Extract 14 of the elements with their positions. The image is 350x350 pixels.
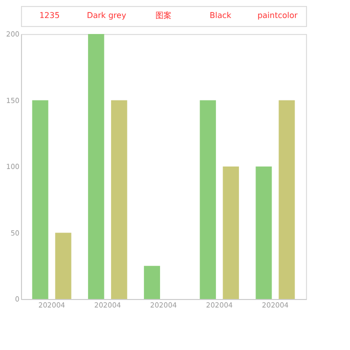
bar (32, 100, 48, 299)
bar (278, 100, 295, 299)
text: 1235 (39, 11, 60, 20)
bar (55, 232, 72, 299)
bar (144, 266, 160, 299)
text: 图案 (156, 11, 172, 20)
bar (88, 34, 104, 299)
bar (200, 100, 216, 299)
text: Black (210, 11, 232, 20)
bar (222, 166, 239, 299)
text: paintcolor (257, 11, 298, 20)
bar (256, 166, 272, 299)
bar (111, 100, 128, 299)
text: Dark grey (86, 11, 126, 20)
